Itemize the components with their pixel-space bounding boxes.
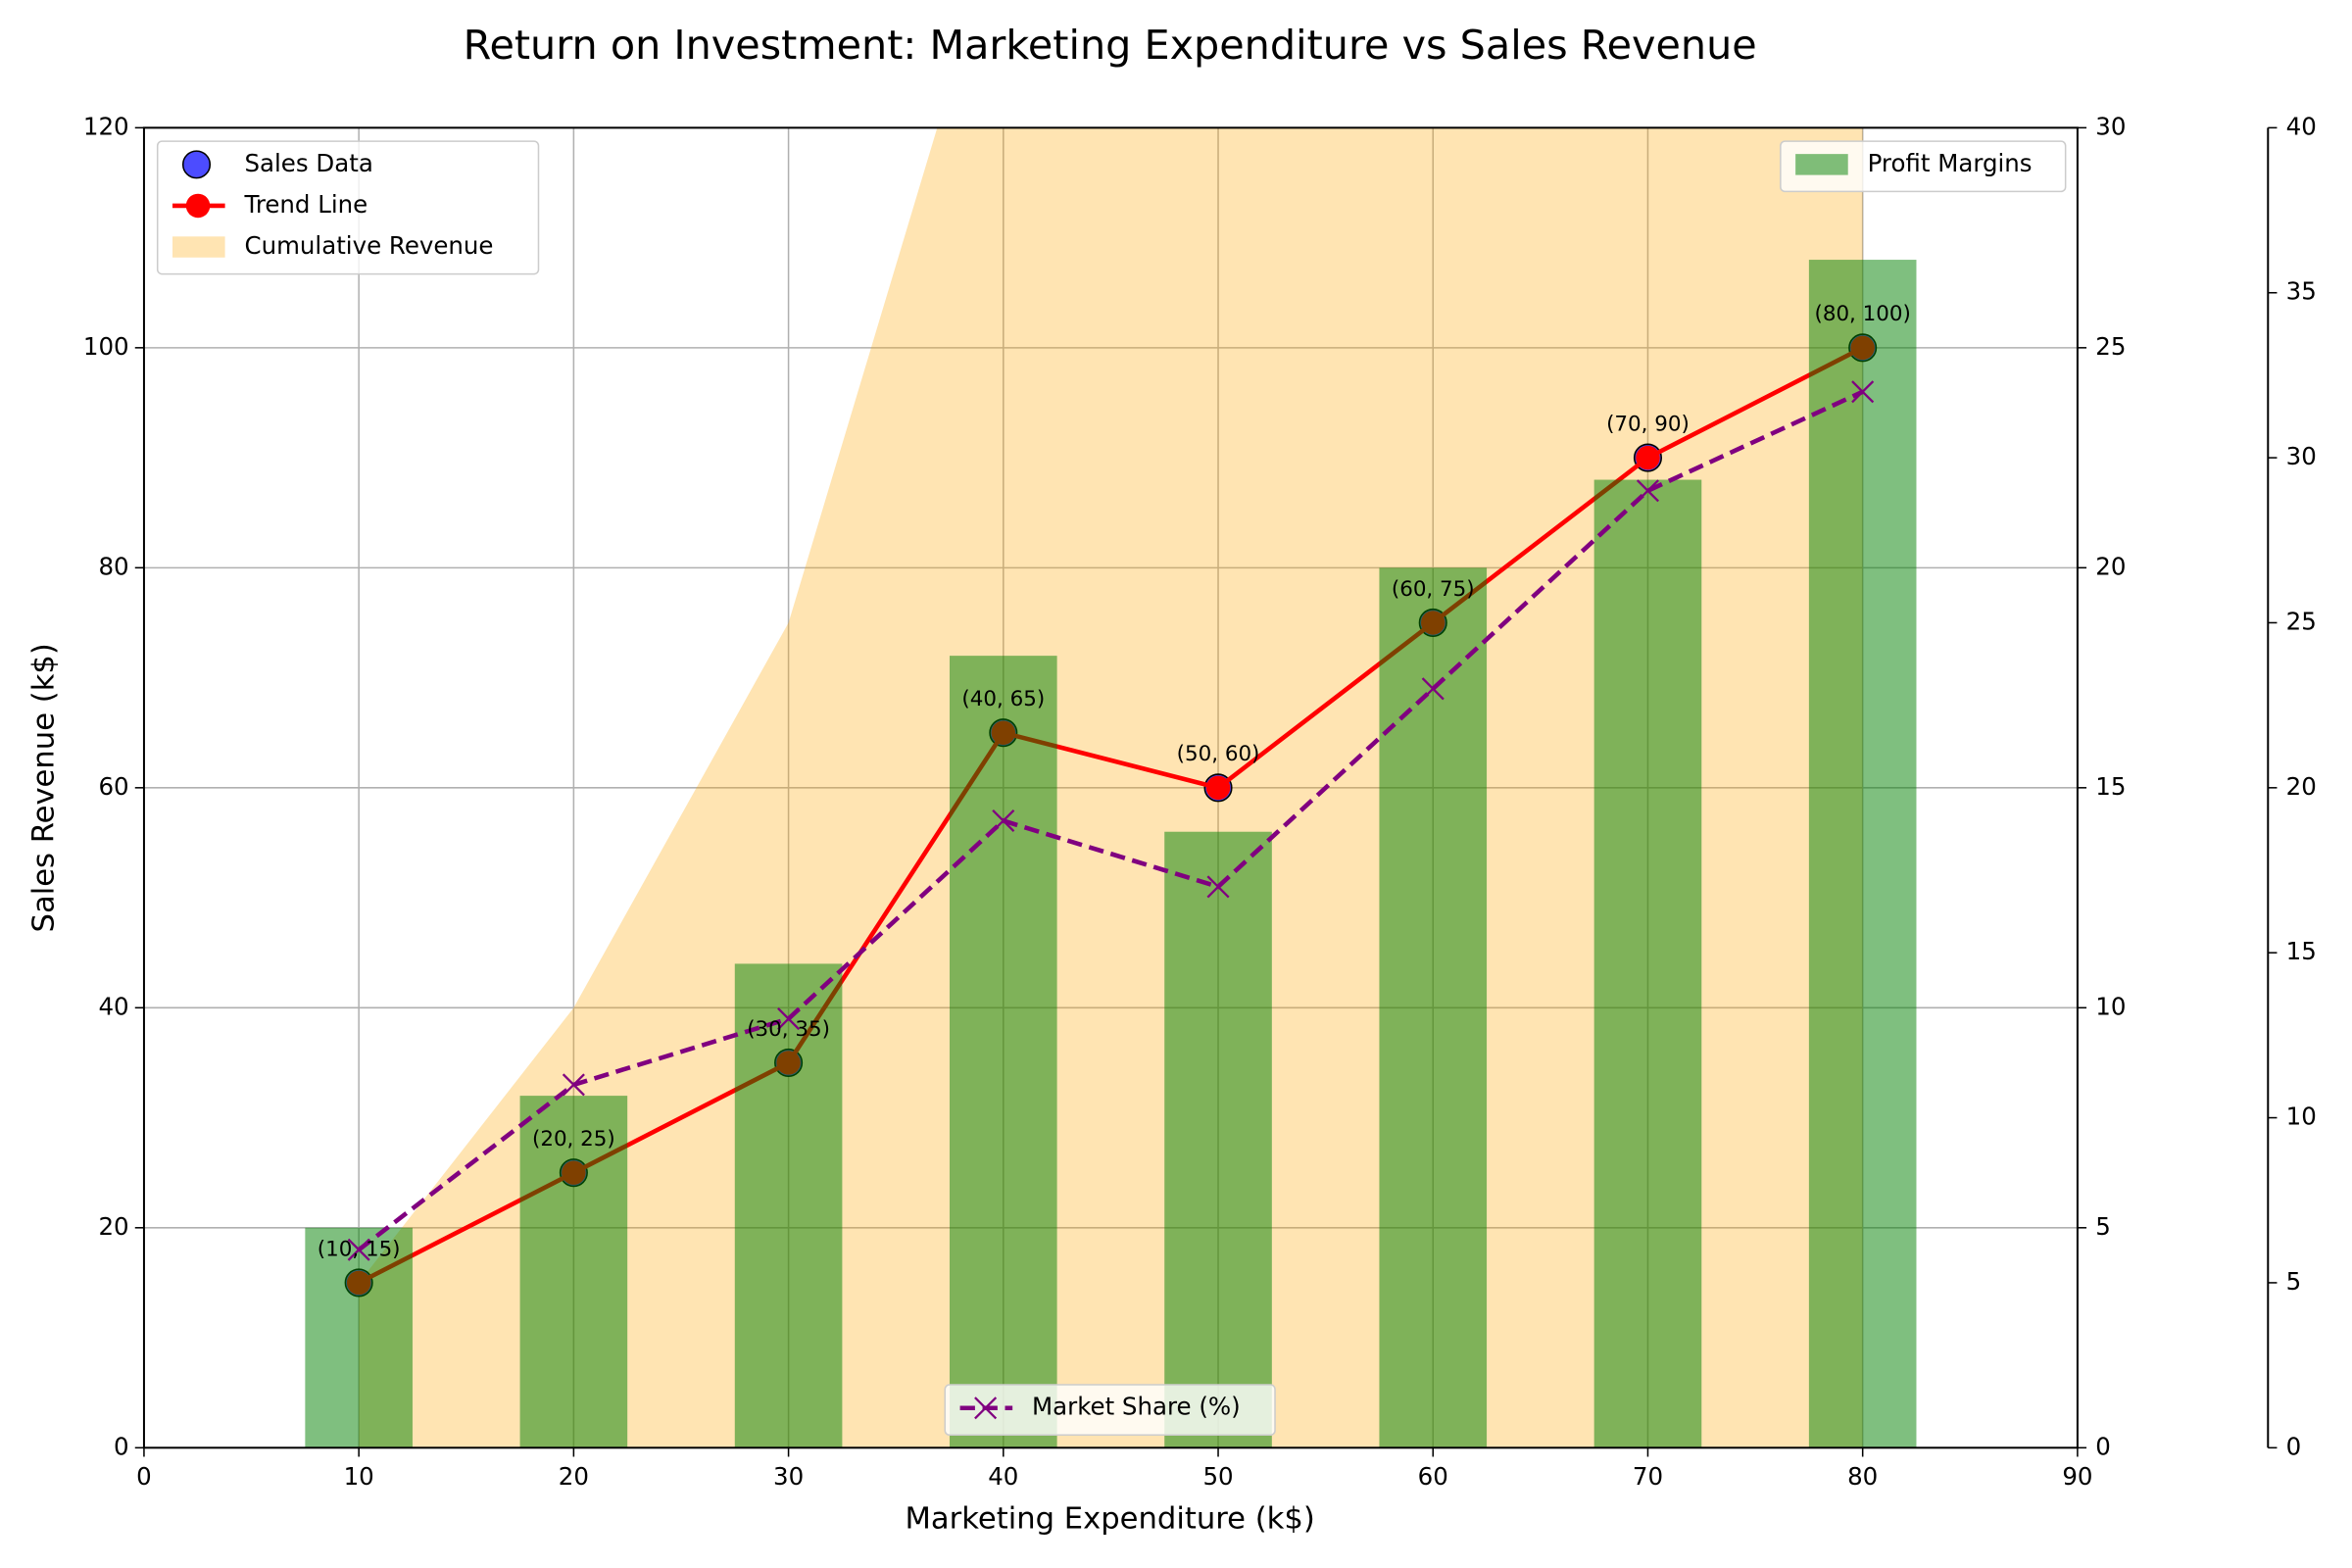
y-tick-label: 60 (98, 772, 128, 801)
legend-marker (185, 193, 211, 219)
legend-marker (172, 236, 225, 258)
line-marker (1206, 875, 1230, 899)
legend-box (944, 1384, 1276, 1437)
x-tick-label: 80 (1847, 1462, 1878, 1491)
x-tick-label: 30 (773, 1462, 804, 1491)
y3-tick-label: 40 (2286, 112, 2317, 140)
y2-tick-label: 0 (2095, 1432, 2111, 1460)
y3-tick-label: 30 (2286, 442, 2317, 470)
x-tick-label: 10 (344, 1462, 374, 1491)
annotation: (30, 35) (747, 1017, 830, 1042)
y2-tick-label: 20 (2095, 552, 2126, 580)
annotation: (80, 100) (1814, 302, 1910, 326)
x-tick-label: 60 (1418, 1462, 1448, 1491)
annotation: (20, 25) (532, 1127, 615, 1152)
legend-label: Profit Margins (1868, 149, 2033, 177)
y-tick-label: 120 (83, 112, 129, 140)
y3-tick-label: 10 (2286, 1102, 2317, 1131)
line-marker (347, 1238, 370, 1261)
x-tick-label: 90 (2062, 1462, 2092, 1491)
x-tick-label: 50 (1202, 1462, 1233, 1491)
legend-label: Trend Line (243, 190, 368, 219)
x-tick-label: 40 (988, 1462, 1018, 1491)
y2-tick-label: 5 (2095, 1212, 2111, 1241)
line-marker (1636, 479, 1659, 503)
y3-tick-label: 35 (2286, 277, 2317, 306)
annotation: (60, 75) (1392, 577, 1475, 602)
bar (519, 1096, 628, 1448)
bar (305, 1227, 413, 1448)
legend-marker (181, 150, 212, 179)
bar (1593, 479, 1702, 1448)
line (357, 389, 1864, 1252)
line-marker (992, 808, 1015, 833)
line-marker (1205, 775, 1231, 801)
x-axis-label: Marketing Expenditure (k$) (906, 1501, 1315, 1536)
y-tick-label: 100 (83, 332, 129, 361)
y3-tick-label: 20 (2286, 772, 2317, 801)
annotation: (50, 60) (1177, 742, 1260, 766)
annotation: (10, 15) (318, 1237, 401, 1261)
bar (950, 656, 1057, 1448)
bar (1379, 567, 1488, 1448)
line-marker (562, 1073, 585, 1097)
annotation: (40, 65) (961, 687, 1045, 711)
y-axis-label: Sales Revenue (k$) (26, 643, 61, 932)
legend-label: Cumulative Revenue (244, 231, 493, 260)
y3-tick-label: 5 (2286, 1267, 2302, 1296)
legend-box (1780, 140, 2067, 193)
line-marker (777, 1007, 801, 1031)
y-tick-label: 40 (98, 992, 128, 1020)
x-tick-label: 20 (559, 1462, 589, 1491)
annotation: (70, 90) (1606, 412, 1690, 436)
chart-title: Return on Investment: Marketing Expendit… (464, 22, 1757, 69)
legend-box (156, 140, 540, 275)
plot-area (305, 127, 1917, 1448)
legend-label: Market Share (%) (1032, 1393, 1241, 1421)
y2-tick-label: 25 (2095, 332, 2126, 361)
x-tick-label: 70 (1633, 1462, 1663, 1491)
bar (1808, 260, 1917, 1448)
y-tick-label: 0 (114, 1432, 129, 1460)
y2-tick-label: 15 (2095, 772, 2126, 801)
y3-tick-label: 0 (2286, 1432, 2302, 1460)
y-tick-label: 80 (98, 552, 128, 580)
legend-label: Sales Data (244, 149, 372, 177)
bar (734, 963, 843, 1448)
legend-marker (1795, 154, 1848, 175)
y2-tick-label: 10 (2095, 992, 2126, 1020)
y2-tick-label: 30 (2095, 112, 2126, 140)
line-marker (1421, 677, 1445, 701)
y-tick-label: 20 (98, 1212, 128, 1241)
line-marker (1636, 445, 1660, 470)
y3-tick-label: 15 (2286, 937, 2317, 965)
y3-tick-label: 25 (2286, 607, 2317, 635)
bar (1164, 831, 1272, 1448)
line-marker (1851, 380, 1875, 404)
x-tick-label: 0 (136, 1462, 152, 1491)
legend-marker (974, 1396, 998, 1420)
